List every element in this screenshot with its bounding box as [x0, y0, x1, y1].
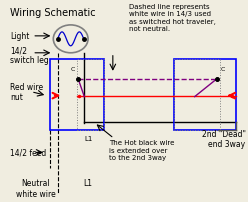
Text: 14/2 feed: 14/2 feed [10, 148, 46, 157]
Text: Neutral
white wire: Neutral white wire [16, 178, 56, 198]
Text: The Hot black wire
is extended over
to the 2nd 3way: The Hot black wire is extended over to t… [109, 140, 175, 161]
Text: 2nd "Dead"
end 3way: 2nd "Dead" end 3way [202, 129, 246, 148]
Bar [50, 59, 104, 131]
Text: Light: Light [10, 32, 29, 41]
Bar [174, 59, 220, 131]
Bar [77, 59, 104, 131]
Bar [174, 59, 236, 131]
Text: 14/2
switch leg: 14/2 switch leg [10, 46, 49, 65]
Text: C: C [71, 66, 75, 71]
Text: Red wire
nut: Red wire nut [10, 83, 43, 102]
Text: L1: L1 [85, 136, 93, 142]
Text: C: C [221, 66, 225, 71]
Text: L1: L1 [83, 178, 92, 187]
Text: Wiring Schematic: Wiring Schematic [10, 8, 95, 18]
Text: Dashed line represents
white wire in 14/3 used
as switched hot traveler,
not neu: Dashed line represents white wire in 14/… [129, 4, 216, 32]
